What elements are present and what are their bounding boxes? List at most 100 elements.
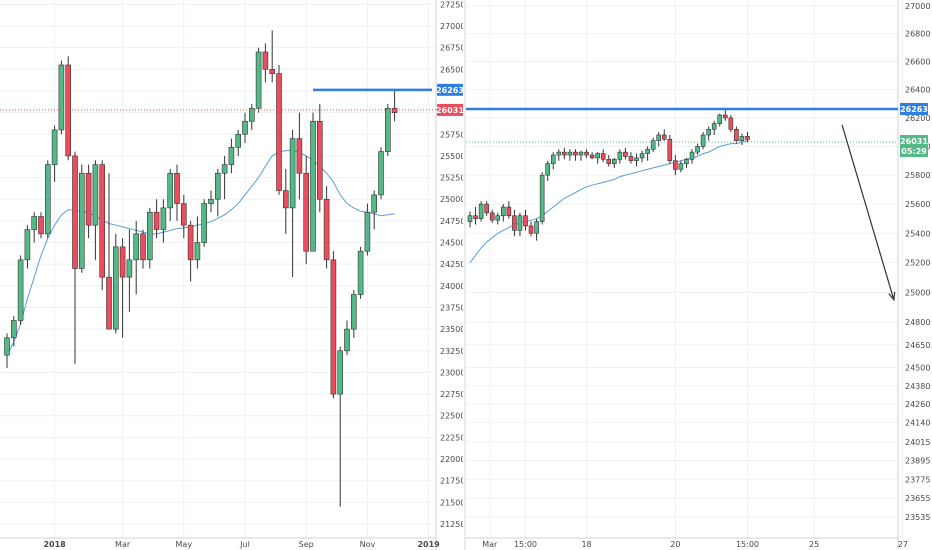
candle-body: [567, 151, 573, 156]
candle-body: [639, 153, 645, 159]
candle: [215, 168, 221, 217]
price-tick-label: 22500: [440, 412, 465, 421]
candle-body: [187, 224, 194, 261]
candle-body: [344, 328, 350, 352]
candle-body: [174, 172, 180, 204]
price-tick-label: 23000: [440, 368, 465, 377]
price-tick-label: 24500: [905, 363, 930, 372]
candle: [31, 212, 38, 243]
time-tick-label: Mar: [482, 540, 498, 549]
candle-body: [650, 140, 656, 150]
candle-body: [242, 120, 248, 135]
price-tick-label: 24380: [905, 382, 930, 391]
price-tick-label: 25750: [440, 130, 465, 139]
candle-body: [4, 337, 10, 356]
candle: [350, 290, 357, 338]
candle: [467, 211, 473, 228]
candle-body: [371, 194, 378, 213]
candle: [661, 129, 667, 141]
level-badge-bg: [437, 83, 463, 96]
price-tick-label: 24250: [440, 260, 465, 269]
candle-body: [38, 216, 44, 235]
candle: [119, 238, 126, 338]
candle-body: [330, 259, 337, 395]
price-tick-label: 21250: [440, 520, 465, 529]
candle-body: [673, 160, 678, 170]
price-tick-label: 25000: [905, 288, 930, 297]
last-badge-bg: [437, 103, 463, 116]
right-chart-panel[interactable]: 2700026800266002640026200260002580025600…: [463, 0, 932, 550]
candle-body: [221, 164, 228, 174]
candle-body: [303, 172, 310, 252]
candle: [235, 129, 241, 156]
candle: [539, 172, 545, 225]
candle: [517, 212, 523, 237]
candle-body: [357, 250, 364, 295]
candle-body: [512, 215, 517, 231]
price-tick-label: 24140: [905, 419, 930, 428]
candle-body: [167, 172, 173, 209]
candle-body: [523, 215, 528, 227]
level-badge-text: 26263: [900, 105, 928, 114]
candle: [606, 155, 612, 167]
candle: [678, 160, 684, 173]
price-tick-label: 25250: [440, 174, 465, 183]
candle: [711, 120, 717, 135]
candle-body: [556, 151, 562, 156]
price-tick-label: 23250: [440, 347, 465, 356]
candle: [650, 137, 656, 153]
candle-body: [153, 211, 160, 230]
candle-body: [478, 203, 484, 219]
candle-body: [194, 242, 201, 261]
candle-body: [316, 120, 323, 200]
time-tick-label: 25: [809, 540, 819, 549]
candle: [58, 60, 65, 135]
time-tick-label: 27: [898, 540, 908, 549]
time-tick-label: Nov: [360, 540, 376, 549]
candle: [611, 157, 617, 168]
candle-body: [384, 107, 391, 152]
arrow-shaft: [841, 124, 895, 300]
candle-body: [600, 153, 606, 160]
candle: [276, 64, 282, 195]
left-chart-panel[interactable]: 21250 21500 21750 22000 22250 22500 22750 23000…: [0, 0, 498, 550]
candle: [24, 225, 31, 269]
candle-body: [11, 320, 17, 339]
candle-body: [545, 163, 551, 176]
price-tick-label: 26800: [905, 30, 930, 39]
last-badge-text: 26031: [436, 106, 464, 115]
candle-body: [484, 203, 489, 214]
price-tick-label: 23750: [440, 303, 465, 312]
price-tick-label: 24015: [905, 438, 930, 447]
candle-body: [255, 51, 262, 109]
candle: [489, 209, 495, 224]
candle-body: [678, 163, 684, 170]
candle-body: [269, 69, 276, 74]
price-tick-label: 23500: [440, 325, 465, 334]
candle: [228, 138, 235, 174]
time-tick-label: May: [176, 540, 193, 549]
candle: [140, 229, 146, 269]
projection-arrow[interactable]: [841, 124, 896, 302]
candle: [506, 201, 512, 219]
candle-body: [611, 159, 617, 164]
countdown-text: 05:29: [901, 147, 927, 156]
candle-body: [289, 138, 296, 209]
candle: [201, 199, 207, 247]
candle: [478, 201, 484, 222]
candle: [728, 115, 734, 133]
candle: [600, 149, 606, 163]
candle: [512, 209, 517, 237]
candle: [500, 204, 506, 222]
candle: [323, 186, 330, 269]
candle-body: [667, 138, 673, 162]
candle-body: [473, 215, 478, 219]
price-tick-label: 24750: [440, 217, 465, 226]
time-tick-label: 15:00: [514, 540, 537, 549]
candle: [391, 90, 398, 122]
candle: [160, 199, 167, 243]
candle: [584, 149, 589, 158]
candle-body: [634, 157, 639, 162]
candle-body: [133, 233, 139, 261]
